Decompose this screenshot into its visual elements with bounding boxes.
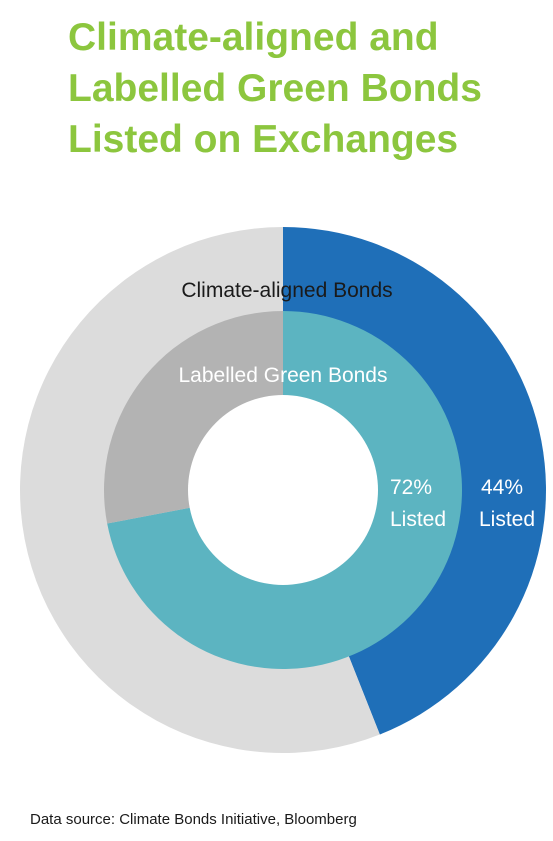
data-source-note: Data source: Climate Bonds Initiative, B… [30, 811, 357, 828]
title-line-2: Labelled Green Bonds [68, 67, 482, 110]
outer-ring-listed-label: Listed [479, 508, 535, 531]
outer-ring-percent-label: 44% [481, 476, 523, 499]
chart-title: Climate-aligned and Labelled Green Bonds… [68, 12, 538, 165]
title-line-3: Listed on Exchanges [68, 118, 459, 161]
inner-ring-listed-label: Listed [390, 508, 446, 531]
outer-ring-name: Climate-aligned Bonds [181, 279, 392, 302]
inner-ring-percent-label: 72% [390, 476, 432, 499]
inner-ring-name: Labelled Green Bonds [179, 364, 388, 387]
donut-hole [188, 395, 378, 585]
title-line-1: Climate-aligned and [68, 16, 439, 59]
